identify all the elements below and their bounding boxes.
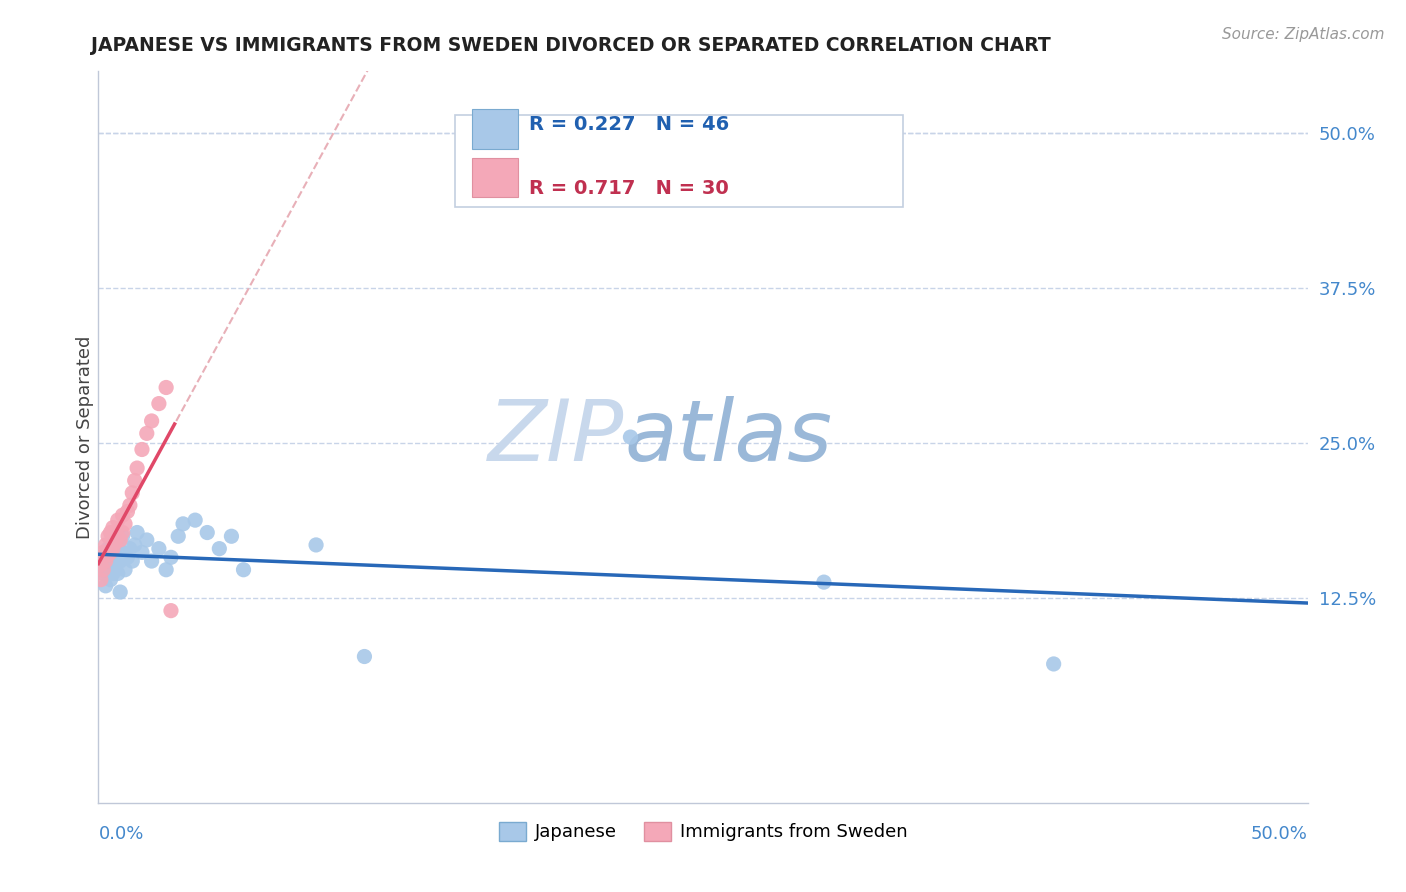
Text: R = 0.717   N = 30: R = 0.717 N = 30	[529, 179, 728, 198]
Point	[167, 529, 190, 543]
Point	[305, 538, 328, 552]
Point	[107, 529, 129, 543]
Point	[100, 545, 122, 559]
FancyBboxPatch shape	[456, 115, 903, 207]
Point	[107, 566, 129, 581]
Text: R = 0.227   N = 46: R = 0.227 N = 46	[529, 115, 730, 134]
Point	[160, 550, 183, 565]
Point	[94, 548, 117, 562]
Point	[90, 573, 112, 587]
Point	[108, 554, 131, 568]
Point	[94, 554, 117, 568]
Point	[90, 550, 112, 565]
Point	[97, 529, 120, 543]
Point	[101, 520, 124, 534]
Point	[100, 573, 122, 587]
Point	[91, 566, 114, 581]
Text: ZIP: ZIP	[488, 395, 624, 479]
Point	[90, 560, 112, 574]
Point	[148, 541, 170, 556]
Point	[172, 516, 194, 531]
Point	[91, 563, 114, 577]
Point	[100, 525, 122, 540]
Point	[97, 548, 120, 562]
Point	[111, 529, 134, 543]
Legend: Japanese, Immigrants from Sweden: Japanese, Immigrants from Sweden	[491, 814, 915, 848]
Point	[232, 563, 254, 577]
Point	[1042, 657, 1064, 671]
Point	[135, 426, 157, 441]
Point	[108, 585, 131, 599]
Point	[353, 649, 375, 664]
Point	[135, 533, 157, 547]
Point	[100, 548, 122, 562]
Point	[121, 486, 143, 500]
Point	[124, 474, 146, 488]
Point	[94, 538, 117, 552]
Point	[155, 563, 177, 577]
Point	[104, 558, 127, 572]
Point	[101, 566, 124, 581]
Point	[111, 508, 134, 523]
Point	[184, 513, 207, 527]
Point	[111, 545, 134, 559]
Point	[97, 558, 120, 572]
Point	[118, 498, 141, 512]
Point	[104, 535, 127, 549]
Point	[208, 541, 231, 556]
Point	[107, 513, 129, 527]
Text: 50.0%: 50.0%	[1251, 825, 1308, 843]
Point	[221, 529, 243, 543]
Point	[160, 604, 183, 618]
Point	[107, 533, 129, 547]
Point	[124, 538, 146, 552]
Text: Source: ZipAtlas.com: Source: ZipAtlas.com	[1222, 27, 1385, 42]
Point	[111, 525, 134, 540]
Point	[121, 554, 143, 568]
Point	[127, 461, 149, 475]
Point	[813, 575, 835, 590]
FancyBboxPatch shape	[472, 158, 517, 197]
Point	[148, 396, 170, 410]
Point	[94, 563, 117, 577]
Point	[91, 554, 114, 568]
Point	[104, 541, 127, 556]
Text: JAPANESE VS IMMIGRANTS FROM SWEDEN DIVORCED OR SEPARATED CORRELATION CHART: JAPANESE VS IMMIGRANTS FROM SWEDEN DIVOR…	[91, 36, 1052, 54]
Point	[127, 525, 149, 540]
Text: 0.0%: 0.0%	[98, 825, 143, 843]
Point	[118, 541, 141, 556]
Point	[131, 545, 153, 559]
Point	[195, 525, 218, 540]
Point	[131, 442, 153, 457]
Point	[155, 380, 177, 394]
Y-axis label: Divorced or Separated: Divorced or Separated	[76, 335, 94, 539]
Point	[108, 533, 131, 547]
Point	[97, 541, 120, 556]
Point	[117, 504, 139, 518]
Point	[619, 430, 641, 444]
Point	[90, 558, 112, 572]
Text: atlas: atlas	[624, 395, 832, 479]
Point	[94, 579, 117, 593]
Point	[117, 550, 139, 565]
Point	[101, 538, 124, 552]
FancyBboxPatch shape	[472, 110, 517, 149]
Point	[91, 545, 114, 559]
Point	[100, 563, 122, 577]
Point	[141, 414, 163, 428]
Point	[114, 516, 136, 531]
Point	[141, 554, 163, 568]
Point	[114, 563, 136, 577]
Point	[101, 541, 124, 556]
